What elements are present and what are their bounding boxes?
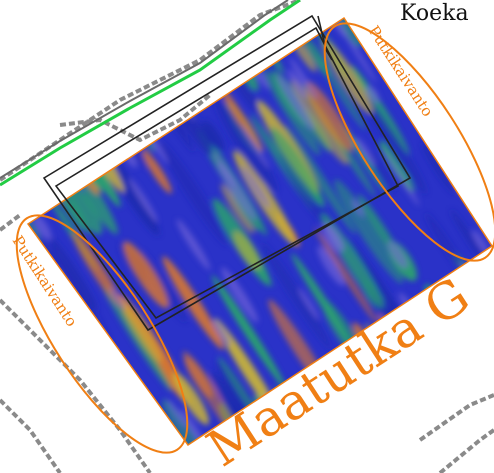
radar-streak <box>316 55 366 130</box>
radar-streak <box>123 241 169 309</box>
radar-streak <box>116 41 174 127</box>
radar-speckle <box>48 94 65 119</box>
radar-streak <box>201 120 225 153</box>
radar-streak <box>291 78 349 165</box>
radar-streak <box>220 183 254 235</box>
radar-streak <box>102 284 172 392</box>
radar-speckle <box>355 137 376 167</box>
radar-streak <box>28 41 76 156</box>
radar-streak <box>56 365 97 426</box>
radar-streak <box>61 370 110 443</box>
radar-streak <box>314 227 378 324</box>
radar-speckle <box>28 352 57 402</box>
radar-streak <box>78 98 114 151</box>
radar-streak <box>49 21 87 78</box>
radar-streak <box>162 399 217 445</box>
radar-streak <box>463 37 491 75</box>
radar-streak <box>53 49 77 85</box>
radar-streak <box>68 187 103 235</box>
radar-streak <box>284 124 356 235</box>
radar-speckle <box>276 74 314 131</box>
radar-streak <box>184 356 213 398</box>
radar-streak <box>356 86 427 194</box>
trench-ellipse-icon <box>15 214 189 454</box>
radar-speckle <box>240 123 270 169</box>
radar-speckle <box>54 343 83 388</box>
trench-ellipse-icon <box>323 22 494 262</box>
radar-streak <box>211 275 286 389</box>
radar-speckle <box>468 317 492 365</box>
radar-streak <box>38 78 87 152</box>
radar-speckle <box>317 246 345 287</box>
test-pit-outline-icon <box>42 14 412 332</box>
radar-streak <box>64 64 95 112</box>
radar-speckle <box>298 288 320 320</box>
radar-streak <box>44 365 88 431</box>
radar-speckle <box>471 146 492 180</box>
radar-streak <box>334 179 404 284</box>
radar-streak <box>467 80 489 113</box>
road-edge <box>0 0 301 187</box>
radar-border <box>26 16 494 447</box>
radar-speckle <box>28 94 40 113</box>
radar-speckle <box>381 147 420 206</box>
radar-streak <box>428 112 457 156</box>
radar-speckle <box>341 28 377 83</box>
radar-streak <box>261 242 332 350</box>
radar-speckle <box>466 74 485 100</box>
radar-streak <box>119 298 162 363</box>
radar-streak <box>28 414 50 445</box>
radar-speckle <box>47 25 74 65</box>
radar-streak <box>59 193 86 232</box>
radar-streak <box>402 372 474 445</box>
radar-streak <box>69 18 145 79</box>
radar-speckle <box>109 288 125 310</box>
radar-speckle <box>221 267 259 323</box>
radar-streak <box>422 385 484 445</box>
radar-speckle <box>176 219 211 271</box>
radar-streak <box>57 18 126 78</box>
radar-streak <box>219 85 263 152</box>
radar-speckle <box>128 178 158 222</box>
radar-streak <box>233 230 261 270</box>
radar-speckle <box>458 361 492 414</box>
radar-speckle <box>387 240 408 269</box>
road-edge-shadow <box>0 0 289 179</box>
radar-streak <box>421 142 456 194</box>
radar-speckle <box>33 214 52 240</box>
radar-speckle <box>217 162 257 221</box>
radar-speckle <box>241 165 270 209</box>
radar-streak <box>215 98 278 193</box>
radar-streak <box>270 126 323 206</box>
radar-streak <box>427 40 461 90</box>
radar-streak <box>51 64 87 116</box>
corner-title: Koeka <box>400 1 469 26</box>
radar-speckle <box>167 399 187 429</box>
radar-speckle <box>365 85 380 104</box>
radar-speckle <box>37 107 52 125</box>
radar-streak <box>172 372 210 425</box>
radar-speckle <box>419 357 432 376</box>
radar-streak <box>80 355 103 387</box>
radar-speckle <box>289 57 317 99</box>
radar-streak <box>142 149 172 194</box>
radar-streak <box>305 81 353 152</box>
radar-speckle <box>472 229 490 256</box>
radar-speckle <box>212 319 231 346</box>
radar-streak <box>60 21 97 73</box>
radar-speckle <box>287 69 307 98</box>
radar-streak <box>32 366 101 445</box>
radar-speckle <box>28 18 53 58</box>
radar-streak <box>367 150 396 192</box>
radar-streak <box>49 236 98 311</box>
radar-streak <box>456 338 492 389</box>
radar-streak <box>47 18 110 75</box>
radar-speckle <box>325 222 345 251</box>
radar-streak <box>159 141 229 246</box>
radar-streak <box>34 18 101 80</box>
